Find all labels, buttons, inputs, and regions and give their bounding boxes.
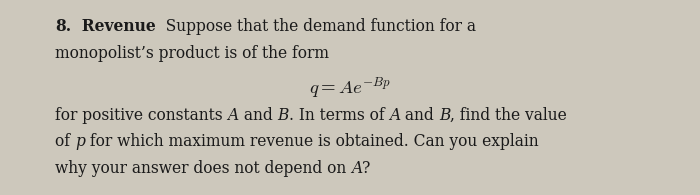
Text: A: A xyxy=(351,160,363,177)
Text: ?: ? xyxy=(363,160,371,177)
Text: p: p xyxy=(75,133,85,150)
Text: of: of xyxy=(55,133,75,150)
Text: $q = Ae^{-Bp}$: $q = Ae^{-Bp}$ xyxy=(309,75,391,100)
Text: B: B xyxy=(277,107,288,124)
Text: why your answer does not depend on: why your answer does not depend on xyxy=(55,160,351,177)
Text: and: and xyxy=(239,107,277,124)
Text: monopolist’s product is of the form: monopolist’s product is of the form xyxy=(55,44,329,61)
Text: 8.: 8. xyxy=(55,18,71,35)
Text: Revenue: Revenue xyxy=(71,18,156,35)
Text: A: A xyxy=(228,107,239,124)
Text: for which maximum revenue is obtained. Can you explain: for which maximum revenue is obtained. C… xyxy=(85,133,538,150)
Text: , find the value: , find the value xyxy=(451,107,567,124)
Text: . In terms of: . In terms of xyxy=(288,107,389,124)
Text: for positive constants: for positive constants xyxy=(55,107,228,124)
Text: Suppose that the demand function for a: Suppose that the demand function for a xyxy=(156,18,476,35)
Text: A: A xyxy=(389,107,400,124)
Text: B: B xyxy=(439,107,451,124)
Text: and: and xyxy=(400,107,439,124)
